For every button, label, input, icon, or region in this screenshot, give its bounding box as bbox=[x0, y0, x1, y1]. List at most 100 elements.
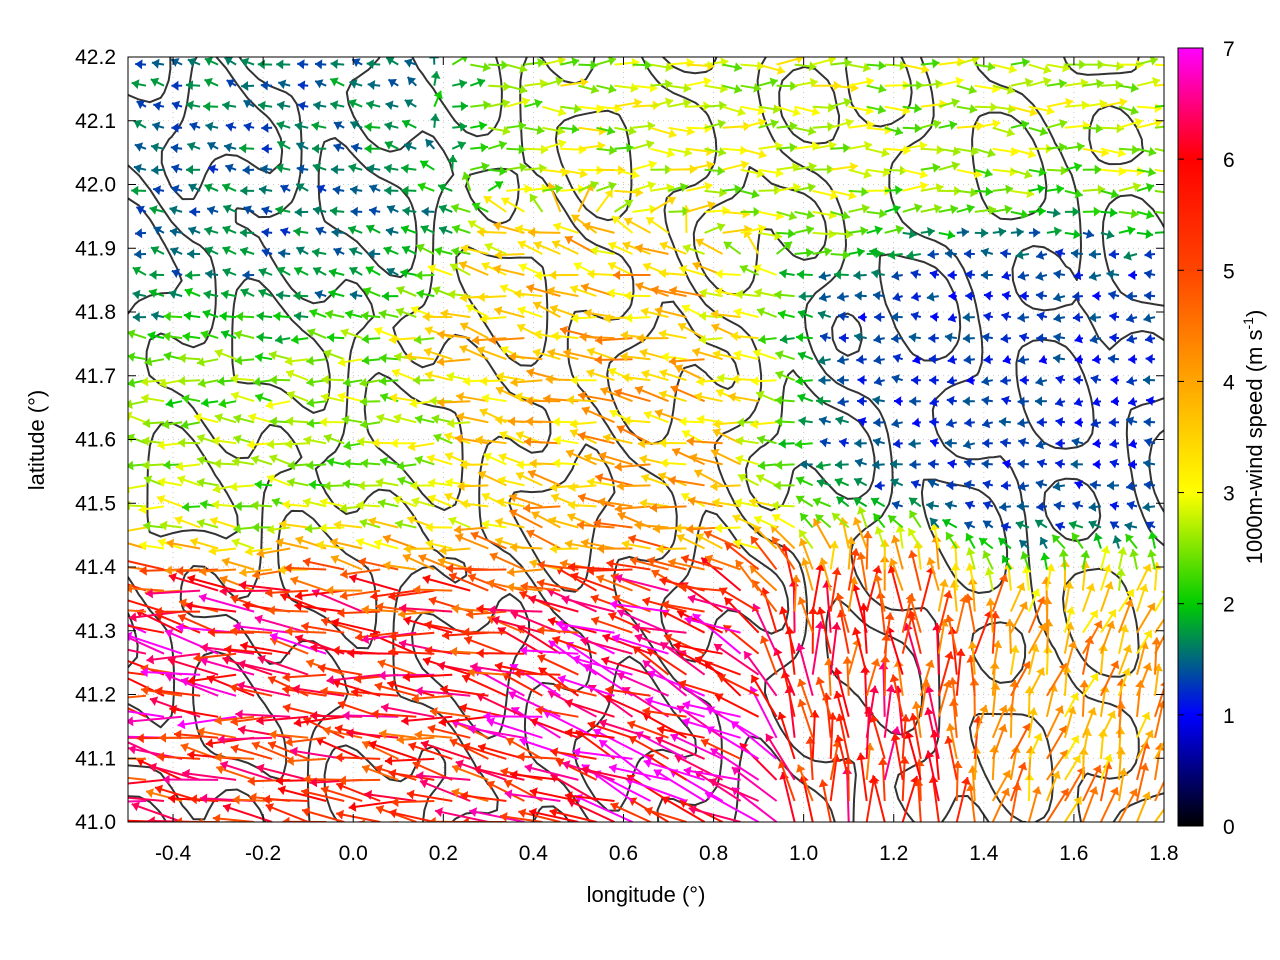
wind-arrow-head bbox=[163, 331, 171, 342]
wind-arrow-head bbox=[214, 715, 222, 726]
wind-arrow-shaft bbox=[821, 779, 832, 822]
wind-arrow-head bbox=[115, 290, 123, 300]
wind-arrow-head bbox=[178, 375, 186, 386]
wind-arrow-head bbox=[381, 291, 389, 302]
wind-arrow-shaft bbox=[460, 794, 507, 802]
wind-arrow bbox=[128, 648, 147, 655]
wind-arrow-head bbox=[1072, 755, 1081, 764]
wind-arrow-head bbox=[566, 449, 575, 459]
wind-arrow bbox=[128, 800, 147, 803]
wind-arrow bbox=[509, 493, 543, 508]
wind-arrow-head bbox=[888, 515, 897, 524]
wind-arrow-head bbox=[818, 271, 827, 281]
wind-arrow bbox=[919, 659, 935, 697]
wind-arrow-head bbox=[682, 717, 691, 727]
wind-arrow-shaft bbox=[128, 776, 147, 781]
wind-arrow bbox=[561, 595, 615, 613]
wind-arrow-head bbox=[399, 603, 407, 614]
wind-arrow-head bbox=[889, 674, 900, 683]
wind-arrow-shaft bbox=[723, 596, 760, 634]
wind-arrow-head bbox=[253, 376, 261, 387]
wind-arrow-head bbox=[1036, 311, 1045, 322]
wind-arrow-head bbox=[547, 286, 555, 297]
wind-arrow-head bbox=[1067, 640, 1078, 649]
wind-arrow-head bbox=[159, 378, 167, 389]
wind-arrow bbox=[947, 354, 957, 365]
wind-arrow-shaft bbox=[424, 649, 471, 655]
wind-arrow-head bbox=[258, 288, 267, 298]
wind-arrow bbox=[528, 807, 579, 822]
wind-arrow-shaft bbox=[865, 775, 876, 822]
wind-arrow bbox=[1129, 548, 1140, 570]
wind-arrow-head bbox=[926, 500, 934, 511]
wind-arrow bbox=[797, 596, 814, 634]
wind-arrow-head bbox=[326, 457, 335, 467]
wind-arrow bbox=[162, 774, 219, 785]
wind-arrow-head bbox=[470, 662, 478, 673]
wind-arrow bbox=[306, 377, 327, 387]
wind-arrow-head bbox=[1001, 555, 1011, 564]
wind-arrow bbox=[1036, 417, 1047, 428]
wind-arrow bbox=[418, 553, 453, 571]
wind-arrow-head bbox=[476, 648, 484, 659]
wind-arrow-head bbox=[891, 418, 900, 429]
wind-arrow-head bbox=[534, 270, 542, 281]
wind-arrow-shaft bbox=[351, 690, 399, 697]
wind-arrow-head bbox=[308, 479, 316, 490]
wind-arrow-head bbox=[489, 552, 499, 562]
wind-arrow-shaft bbox=[217, 736, 273, 741]
wind-arrow-head bbox=[1125, 589, 1135, 598]
wind-arrow-head bbox=[174, 515, 184, 526]
wind-arrow-head bbox=[962, 396, 970, 407]
wind-arrow-head bbox=[593, 728, 602, 738]
wind-arrow-shaft bbox=[483, 715, 543, 718]
wind-arrow-shaft bbox=[836, 734, 850, 781]
wind-arrow-head bbox=[835, 459, 843, 470]
wind-arrow bbox=[982, 550, 994, 570]
wind-arrow bbox=[926, 557, 940, 591]
wind-arrow-head bbox=[175, 461, 184, 472]
wind-arrow-shaft bbox=[165, 673, 219, 697]
wind-arrow bbox=[483, 452, 507, 466]
wind-arrow bbox=[714, 287, 741, 298]
wind-arrow-head bbox=[580, 636, 589, 647]
wind-arrow bbox=[537, 654, 579, 676]
wind-arrow-head bbox=[117, 270, 125, 280]
wind-arrow bbox=[586, 565, 633, 576]
wind-arrow-head bbox=[1074, 480, 1083, 490]
wind-arrow-head bbox=[572, 654, 581, 665]
wind-arrow bbox=[477, 292, 507, 303]
wind-arrow bbox=[169, 227, 183, 237]
wind-arrow bbox=[394, 352, 417, 362]
wind-arrow-head bbox=[237, 659, 246, 670]
wind-arrow bbox=[632, 622, 687, 634]
wind-arrow bbox=[625, 313, 651, 323]
wind-arrow-head bbox=[1125, 291, 1133, 302]
wind-arrow-head bbox=[488, 605, 496, 616]
wind-arrow-shaft bbox=[762, 587, 778, 633]
wind-arrow-shaft bbox=[501, 672, 543, 697]
wind-arrow bbox=[509, 770, 561, 781]
wind-arrow bbox=[1045, 563, 1056, 591]
wind-arrow-shaft bbox=[916, 778, 922, 822]
wind-arrow bbox=[1109, 521, 1120, 530]
wind-arrow-head bbox=[1092, 291, 1100, 301]
wind-arrow bbox=[945, 531, 958, 550]
wind-arrow-head bbox=[427, 478, 436, 488]
wind-arrow bbox=[937, 590, 953, 633]
wind-arrow bbox=[813, 518, 832, 549]
wind-arrow-head bbox=[873, 354, 882, 365]
wind-arrow bbox=[361, 311, 381, 321]
wind-arrow-head bbox=[757, 460, 766, 471]
wind-arrow bbox=[818, 557, 832, 591]
wind-arrow bbox=[1099, 564, 1112, 591]
wind-arrow-shaft bbox=[901, 775, 918, 822]
wind-arrow-head bbox=[1142, 564, 1152, 573]
wind-arrow bbox=[400, 225, 417, 235]
wind-arrow-head bbox=[834, 734, 845, 743]
wind-arrow-shaft bbox=[240, 644, 291, 655]
wind-arrow-head bbox=[349, 290, 358, 301]
wind-arrow bbox=[436, 356, 471, 367]
wind-arrow-shaft bbox=[517, 755, 561, 760]
wind-arrow-head bbox=[698, 311, 707, 321]
